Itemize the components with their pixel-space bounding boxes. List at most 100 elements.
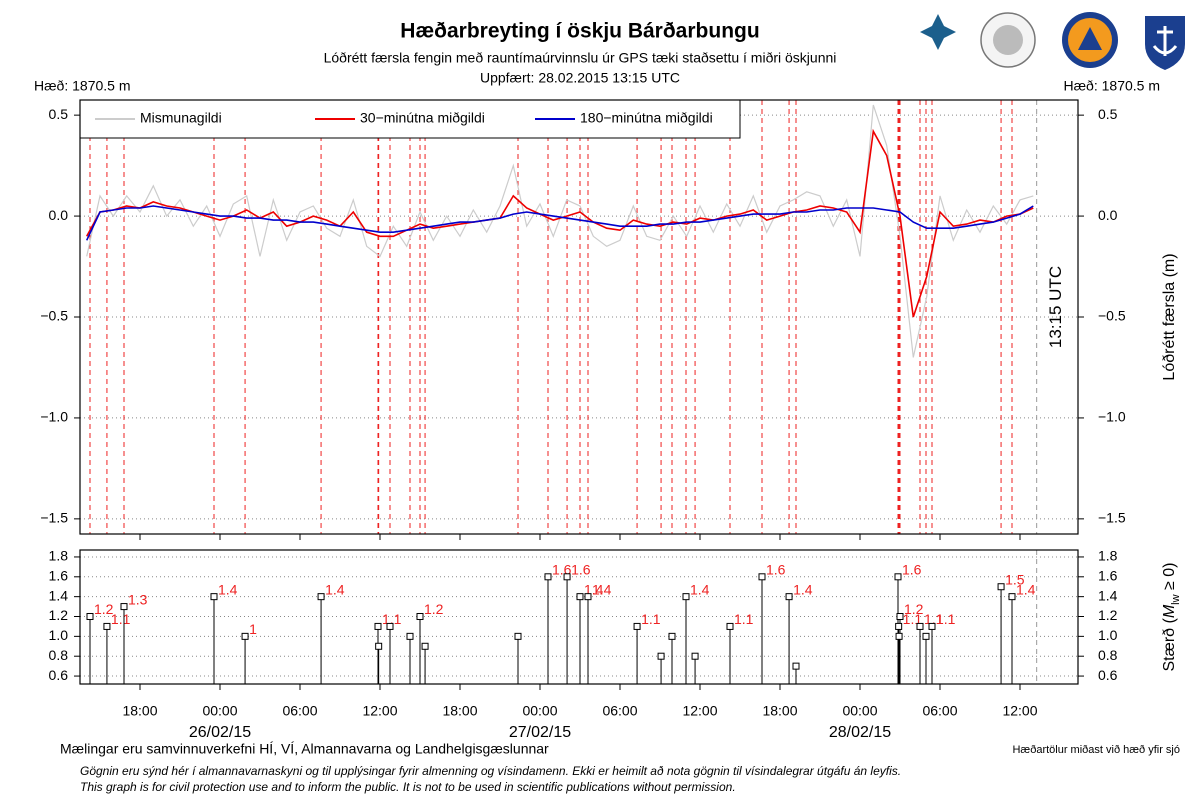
stem-marker (894, 573, 902, 581)
stem-marker (103, 622, 111, 630)
value-label: 1 (249, 621, 257, 637)
stem-marker (657, 652, 665, 660)
x-tick-label: 12:00 (1002, 703, 1037, 719)
credit: Mælingar eru samvinnuverkefni HÍ, VÍ, Al… (60, 741, 549, 757)
stem-marker (726, 622, 734, 630)
stem-marker (895, 632, 903, 640)
y-tick-label-right: 1.2 (1098, 607, 1118, 623)
y-tick-label: 0.6 (49, 667, 69, 683)
y-tick-label-right: 1.0 (1098, 627, 1118, 643)
y-tick-label-right: −1.5 (1098, 510, 1126, 526)
stem-marker (544, 573, 552, 581)
value-label: 1.4 (1016, 581, 1036, 597)
y-tick-label-right: 0.8 (1098, 647, 1118, 663)
y-tick-label-right: 1.8 (1098, 548, 1118, 564)
value-label: 1.4 (218, 581, 238, 597)
stem-marker (916, 622, 924, 630)
y-axis-label: Stærð (Mlw ≥ 0) (1161, 563, 1182, 672)
value-label: 1.2 (94, 601, 114, 617)
stem-marker (416, 613, 424, 621)
plot-frame (79, 549, 1079, 685)
stem-marker (668, 632, 676, 640)
date-label: 27/02/15 (509, 724, 571, 741)
x-tick-label: 06:00 (282, 703, 317, 719)
y-tick-label-right: −1.0 (1098, 409, 1126, 425)
height-right: Hæð: 1870.5 m (1064, 78, 1161, 94)
value-label: 1.6 (571, 562, 591, 578)
y-tick-label: 0.8 (49, 647, 69, 663)
stem-marker (406, 632, 414, 640)
x-tick-label: 06:00 (922, 703, 957, 719)
value-label: 1.1 (936, 611, 956, 627)
series-line (85, 205, 1034, 241)
y-tick-label: 1.2 (49, 607, 69, 623)
updated: Uppfært: 28.02.2015 13:15 UTC (480, 70, 680, 86)
value-label: 1.4 (690, 581, 710, 597)
y-tick-label: 0.0 (49, 207, 69, 223)
title: Hæðarbreyting í öskju Bárðarbungu (400, 20, 759, 43)
date-label: 26/02/15 (189, 724, 251, 741)
x-tick-label: 00:00 (842, 703, 877, 719)
stem-marker (785, 593, 793, 601)
stem-marker (210, 593, 218, 601)
x-tick-label: 12:00 (682, 703, 717, 719)
y-tick-label-right: 1.4 (1098, 587, 1118, 603)
y-axis-label-part: Stærð ( (1161, 617, 1178, 671)
x-tick-label: 18:00 (762, 703, 797, 719)
logo-almannavarnir (1062, 12, 1118, 68)
y-tick-label-right: 0.6 (1098, 667, 1118, 683)
logo-hi (980, 12, 1036, 68)
y-tick-label: 0.5 (49, 106, 69, 122)
series-line (86, 104, 1034, 358)
y-tick-label: 1.8 (49, 548, 69, 564)
stem-marker (922, 632, 930, 640)
note-en: This graph is for civil protection use a… (80, 780, 736, 794)
stem-marker (374, 622, 382, 630)
note-is: Gögnin eru sýnd hér í almannavarnaskyni … (80, 764, 901, 778)
value-label: 1.4 (793, 581, 813, 597)
stem-marker (758, 573, 766, 581)
value-label: 1.1 (111, 611, 131, 627)
value-label: 1.5 (1005, 571, 1025, 587)
series-line (85, 128, 1034, 318)
y-tick-label-right: −0.5 (1098, 308, 1126, 324)
stem-marker (421, 642, 429, 650)
y-tick-label-right: 0.0 (1098, 207, 1118, 223)
stem-marker (928, 622, 936, 630)
legend-label: 30−minútna miðgildi (360, 110, 485, 126)
y-axis-label-part: M (1161, 604, 1178, 618)
value-label: 1.3 (128, 591, 148, 607)
stem-marker (576, 593, 584, 601)
stem-marker (691, 652, 699, 660)
value-label: 1.6 (902, 562, 922, 578)
x-tick-label: 12:00 (362, 703, 397, 719)
value-label: 1.2 (424, 601, 444, 617)
y-axis-label: Lóðrétt færsla (m) (1161, 253, 1178, 380)
y-axis-label-part: ≥ 0) (1161, 563, 1178, 595)
stem-marker (120, 603, 128, 611)
plot-frame (79, 99, 1079, 535)
y-tick-label: −1.0 (40, 409, 68, 425)
value-label: 1.2 (904, 601, 924, 617)
stem-marker (386, 622, 394, 630)
y-tick-label: 1.4 (49, 587, 69, 603)
x-tick-label: 00:00 (202, 703, 237, 719)
y-tick-label: −1.5 (40, 510, 68, 526)
stem-marker (792, 662, 800, 670)
stem-marker (1008, 593, 1016, 601)
stem-marker (241, 632, 249, 640)
stem-marker (633, 622, 641, 630)
y-tick-label-right: 0.5 (1098, 106, 1118, 122)
height-left: Hæð: 1870.5 m (34, 78, 131, 94)
stem-marker (317, 593, 325, 601)
legend-label: Mismunagildi (140, 110, 222, 126)
datum: Hæðartölur miðast við hæð yfir sjó (1012, 744, 1180, 756)
stem-marker (584, 593, 592, 601)
logo-lhg (1145, 16, 1185, 70)
y-axis-label-part: lw (1170, 594, 1182, 604)
stem-marker (895, 622, 903, 630)
x-tick-label: 18:00 (122, 703, 157, 719)
value-label: 1.4 (325, 581, 345, 597)
stem-marker (514, 632, 522, 640)
